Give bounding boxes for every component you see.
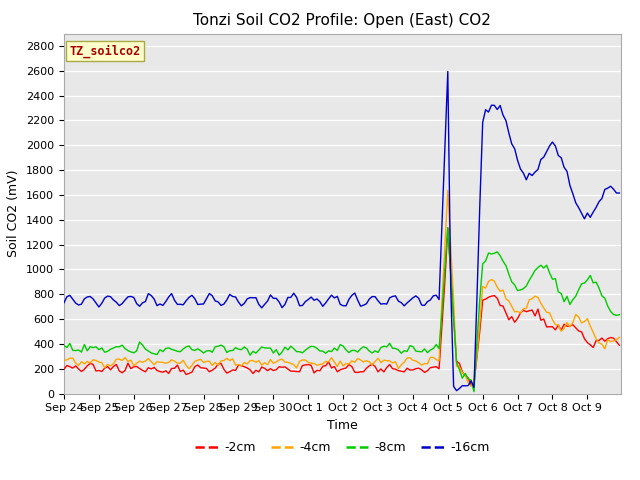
X-axis label: Time: Time xyxy=(327,419,358,432)
Text: TZ_soilco2: TZ_soilco2 xyxy=(70,44,141,58)
Y-axis label: Soil CO2 (mV): Soil CO2 (mV) xyxy=(8,170,20,257)
Legend: -2cm, -4cm, -8cm, -16cm: -2cm, -4cm, -8cm, -16cm xyxy=(191,436,494,459)
Title: Tonzi Soil CO2 Profile: Open (East) CO2: Tonzi Soil CO2 Profile: Open (East) CO2 xyxy=(193,13,492,28)
